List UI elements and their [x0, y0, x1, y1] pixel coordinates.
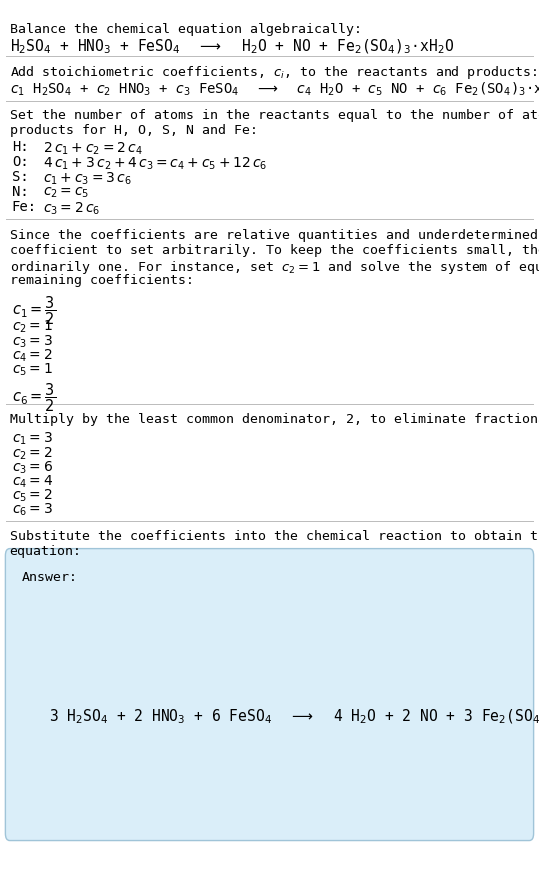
Text: products for H, O, S, N and Fe:: products for H, O, S, N and Fe:	[10, 124, 258, 138]
Text: O:: O:	[12, 155, 29, 169]
Text: Balance the chemical equation algebraically:: Balance the chemical equation algebraica…	[10, 23, 362, 36]
Text: $c_1 = 3$: $c_1 = 3$	[12, 430, 53, 447]
Text: Add stoichiometric coefficients, $c_i$, to the reactants and products:: Add stoichiometric coefficients, $c_i$, …	[10, 64, 537, 81]
Text: $c_2 = 1$: $c_2 = 1$	[12, 318, 53, 335]
Text: $c_1$ H$_2$SO$_4$ + $c_2$ HNO$_3$ + $c_3$ FeSO$_4$  $\longrightarrow$  $c_4$ H$_: $c_1$ H$_2$SO$_4$ + $c_2$ HNO$_3$ + $c_3…	[10, 80, 539, 98]
Text: 3 H$_2$SO$_4$ + 2 HNO$_3$ + 6 FeSO$_4$  $\longrightarrow$  4 H$_2$O + 2 NO + 3 F: 3 H$_2$SO$_4$ + 2 HNO$_3$ + 6 FeSO$_4$ $…	[49, 707, 539, 726]
Text: $2\,c_1 + c_2 = 2\,c_4$: $2\,c_1 + c_2 = 2\,c_4$	[43, 140, 143, 157]
Text: S:: S:	[12, 170, 29, 184]
Text: remaining coefficients:: remaining coefficients:	[10, 274, 194, 288]
Text: $c_4 = 2$: $c_4 = 2$	[12, 348, 52, 364]
Text: $c_3 = 3$: $c_3 = 3$	[12, 333, 53, 350]
FancyBboxPatch shape	[5, 549, 534, 841]
Text: $c_4 = 4$: $c_4 = 4$	[12, 474, 53, 490]
Text: $c_3 = 2\,c_6$: $c_3 = 2\,c_6$	[43, 200, 101, 217]
Text: H$_2$SO$_4$ + HNO$_3$ + FeSO$_4$  $\longrightarrow$  H$_2$O + NO + Fe$_2$(SO$_4$: H$_2$SO$_4$ + HNO$_3$ + FeSO$_4$ $\longr…	[10, 38, 454, 56]
Text: $c_2 = c_5$: $c_2 = c_5$	[43, 185, 89, 199]
Text: Substitute the coefficients into the chemical reaction to obtain the balanced: Substitute the coefficients into the che…	[10, 530, 539, 543]
Text: $c_6 = 3$: $c_6 = 3$	[12, 502, 53, 519]
Text: N:: N:	[12, 185, 29, 199]
Text: $c_2 = 2$: $c_2 = 2$	[12, 445, 52, 462]
Text: coefficient to set arbitrarily. To keep the coefficients small, the arbitrary va: coefficient to set arbitrarily. To keep …	[10, 244, 539, 258]
Text: $c_1 = \dfrac{3}{2}$: $c_1 = \dfrac{3}{2}$	[12, 295, 56, 327]
Text: Answer:: Answer:	[22, 571, 78, 584]
Text: $c_3 = 6$: $c_3 = 6$	[12, 460, 53, 476]
Text: $c_1 + c_3 = 3\,c_6$: $c_1 + c_3 = 3\,c_6$	[43, 170, 132, 187]
Text: H:: H:	[12, 140, 29, 154]
Text: Set the number of atoms in the reactants equal to the number of atoms in the: Set the number of atoms in the reactants…	[10, 109, 539, 123]
Text: $c_6 = \dfrac{3}{2}$: $c_6 = \dfrac{3}{2}$	[12, 382, 56, 415]
Text: ordinarily one. For instance, set $c_2 = 1$ and solve the system of equations fo: ordinarily one. For instance, set $c_2 =…	[10, 259, 539, 276]
Text: Fe:: Fe:	[12, 200, 37, 214]
Text: Since the coefficients are relative quantities and underdetermined, choose a: Since the coefficients are relative quan…	[10, 229, 539, 243]
Text: Multiply by the least common denominator, 2, to eliminate fractional coefficient: Multiply by the least common denominator…	[10, 413, 539, 426]
Text: $c_5 = 2$: $c_5 = 2$	[12, 488, 52, 505]
Text: $c_5 = 1$: $c_5 = 1$	[12, 362, 53, 378]
Text: equation:: equation:	[10, 545, 82, 558]
Text: $4\,c_1 + 3\,c_2 + 4\,c_3 = c_4 + c_5 + 12\,c_6$: $4\,c_1 + 3\,c_2 + 4\,c_3 = c_4 + c_5 + …	[43, 155, 267, 172]
